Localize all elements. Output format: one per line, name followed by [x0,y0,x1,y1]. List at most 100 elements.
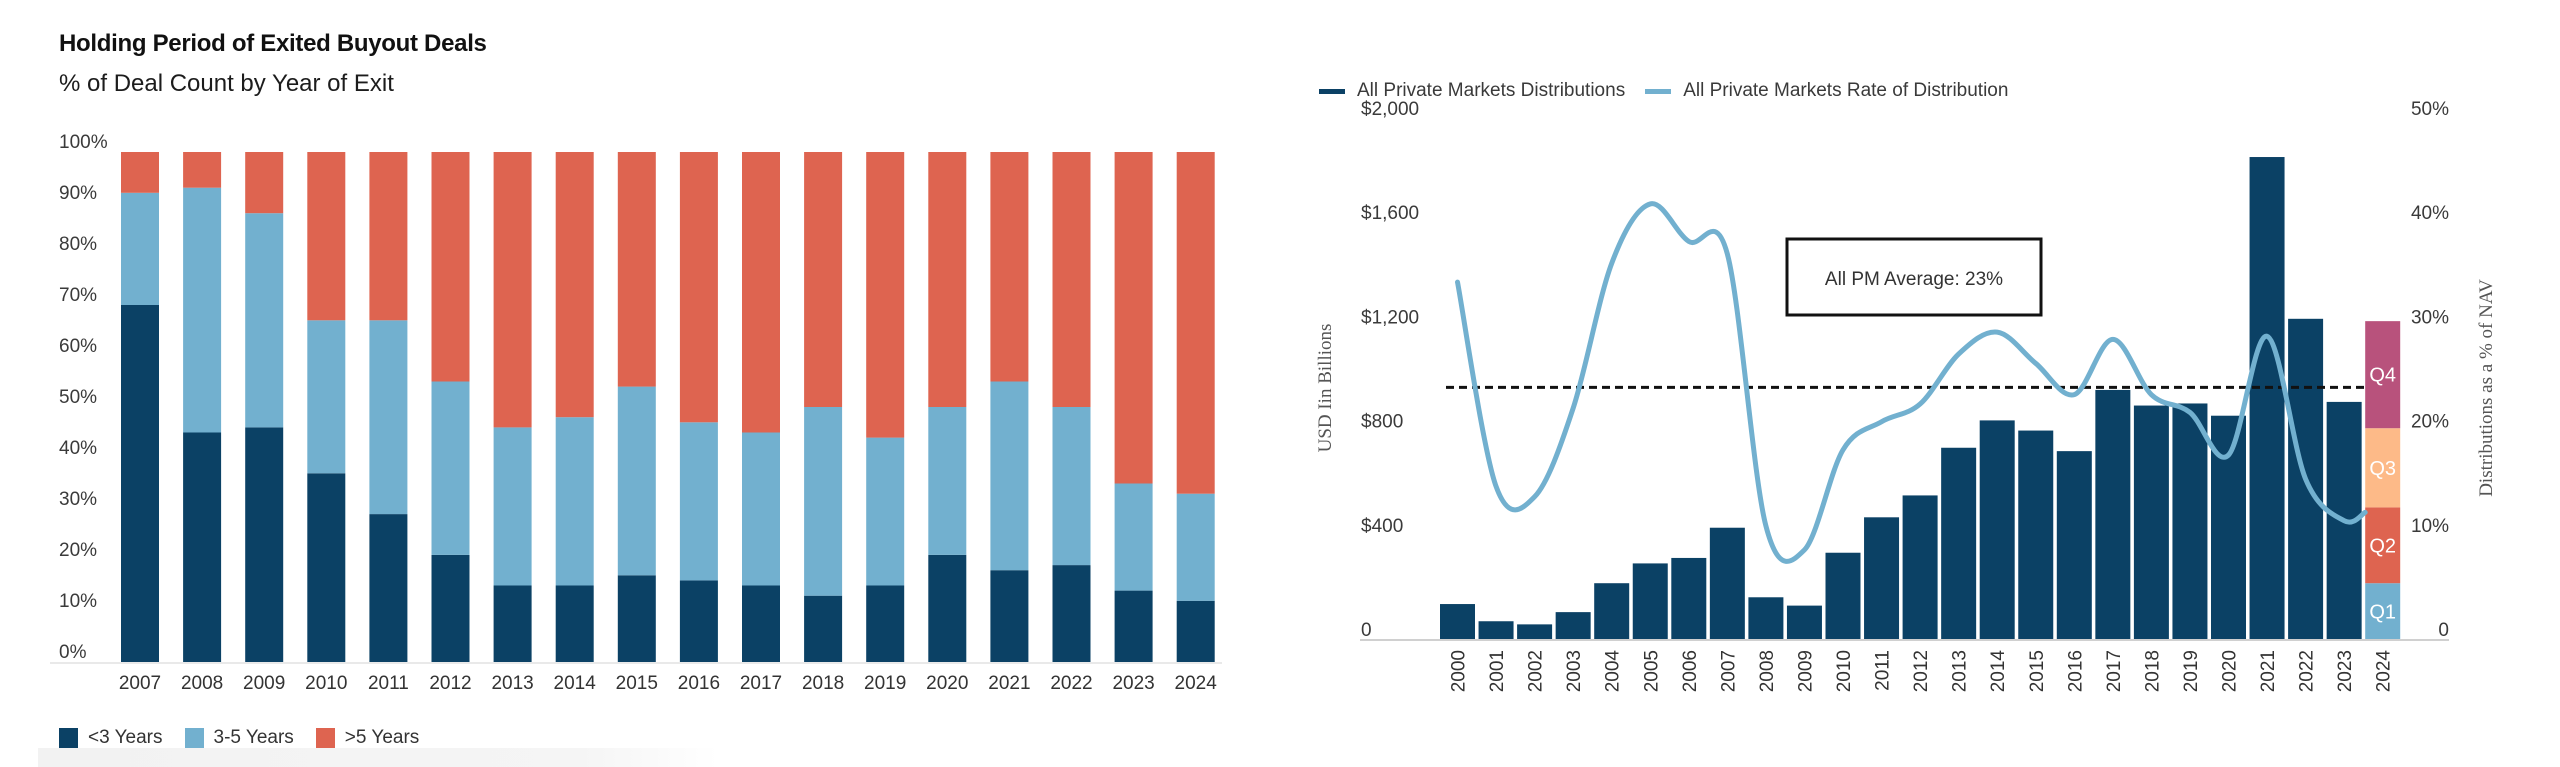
bar-segment-3-to-5 [307,320,346,474]
bar-stack-2015 [617,152,656,662]
bar-segment-under-3 [245,427,284,662]
bar-segment-over-5 [1176,152,1215,494]
stack-rect [2365,428,2401,508]
bar-segment-over-5 [493,152,532,428]
bar-segment-3-to-5 [555,417,594,586]
x-tick-label: 2016 [678,673,720,694]
bar-stack-2010 [307,152,346,662]
y-tick-label: 60% [59,336,97,357]
x-tick-label: 2009 [243,673,285,694]
distribution-bar-2002 [1517,624,1553,640]
y-left-tick-label: $1,200 [1361,307,1419,328]
y-tick-label: 100% [59,132,108,153]
bar-segment-3-to-5 [369,320,408,515]
x-tick-label: 2017 [2104,650,2125,692]
bar-segment-under-3 [307,473,346,662]
left-chart-legend: <3 Years 3-5 Years >5 Years [59,727,441,749]
stack-rect [2365,583,2401,640]
distribution-bar-2015 [2018,430,2054,640]
bar-stack-2022 [1052,152,1091,662]
bar-segment-3-to-5 [1114,483,1153,591]
bar-segment-over-5 [121,152,159,193]
x-tick-label: 2018 [2142,650,2163,692]
x-tick-label: 2009 [1795,650,1816,692]
x-tick-label: 2000 [1449,650,1470,692]
holding-period-chart: 0%10%20%30%40%50%60%70%80%90%100% 2007 20… [50,132,1222,694]
bar-segment-3-to-5 [183,187,222,433]
legend-swatch [184,728,204,748]
distribution-bar-2007 [1709,527,1745,640]
bar-segment-over-5 [617,152,656,387]
legend-item-rate-of-distribution: All Private Markets Rate of Distribution [1645,80,2008,102]
bar-segment-under-3 [1176,600,1215,662]
bar-segment-3-to-5 [431,381,470,555]
annotation-box [1785,237,2043,317]
bar-segment-3-to-5 [121,192,159,305]
bar-segment-under-3 [369,514,408,662]
bar-stack-2009 [245,152,284,662]
distribution-bar-2016 [2056,451,2092,640]
bar-segment-under-3 [431,554,470,662]
distribution-bar-2011 [1864,517,1900,640]
bar-segment-under-3 [617,575,656,662]
y-axis-ticks: 0% 10% 20% 30% 40% 50% 60% 70% 80% 90% 100% [59,132,108,663]
bar-stack-2011 [369,152,408,662]
y-tick-label: 30% [59,489,97,510]
x-tick-label: 2021 [988,673,1030,694]
bar-stack-2008 [183,152,222,662]
y-tick-label: 50% [59,387,97,408]
distribution-bar-2006 [1671,557,1707,640]
y-axis-right-title: Distributions as a % of NAV [2476,279,2497,497]
distribution-bar-2012 [1902,495,1938,640]
y-left-tick-label: $1,600 [1361,203,1419,224]
bar-segment-over-5 [990,152,1029,382]
x-tick-label: 2005 [1641,650,1662,692]
distribution-bar-2013 [1941,447,1977,640]
x-tick-label: 2011 [368,673,409,694]
bar-stack-2018 [804,152,843,662]
y-left-tick-label: $2,000 [1361,99,1419,120]
x-tick-label: 2020 [926,673,968,694]
x-tick-label: 2007 [1718,650,1739,692]
panel-shadow [38,748,718,767]
legend-line-swatch [1319,88,1345,94]
y-tick-label: 20% [59,540,97,561]
y-right-tick-label: 30% [2411,307,2449,328]
bar-segment-under-3 [121,305,159,662]
quarter-label: Q1 [2369,602,2396,624]
bar-segment-under-3 [1114,590,1153,662]
x-tick-label: 2019 [864,673,906,694]
y-right-tick-label: 20% [2411,412,2449,433]
legend-item-3-5-years: 3-5 Years [184,727,294,749]
bar-segment-3-to-5 [679,422,718,581]
bar-stack-2024 [1176,152,1215,662]
x-tick-label: 2014 [554,673,597,694]
bar-segment-under-3 [804,595,843,662]
bar-stack-2012 [431,152,470,662]
x-tick-label: 2008 [181,673,223,694]
x-tick-label: 2022 [2297,650,2318,692]
x-axis-ticks: 2000 2001 2002 2003 2004 2005 2006 2007 2008 2009… [1449,650,2395,693]
distribution-bar-2004 [1594,583,1630,640]
distribution-bar-2019 [2172,403,2208,640]
x-tick-label: 2012 [1911,650,1932,692]
x-tick-label: 2013 [491,673,533,694]
distribution-bar-2008 [1748,597,1784,640]
left-chart-subtitle: % of Deal Count by Year of Exit [59,70,394,97]
bar-stack-2020 [928,152,967,662]
distribution-bar-2021 [2249,157,2285,640]
right-chart-legend: All Private Markets Distributions All Pr… [1319,80,2028,102]
bar-segment-3-to-5 [1176,493,1215,601]
x-tick-label: 2021 [2258,650,2279,692]
bar-segment-3-to-5 [866,437,905,586]
x-tick-label: 2019 [2181,650,2202,692]
bar-stack-2016 [679,152,718,662]
legend-label: 3-5 Years [213,727,294,748]
y-axis-left-title: USD Iin Billions [1315,324,1336,453]
y-axis-right-ticks: 0 10% 20% 30% 40% 50% [2411,99,2449,641]
distribution-bar-2000 [1440,604,1475,640]
bar-segment-under-3 [493,585,532,662]
x-tick-label: 2014 [1988,650,2009,693]
x-tick-label: 2018 [802,673,844,694]
bar-segment-3-to-5 [928,407,967,555]
